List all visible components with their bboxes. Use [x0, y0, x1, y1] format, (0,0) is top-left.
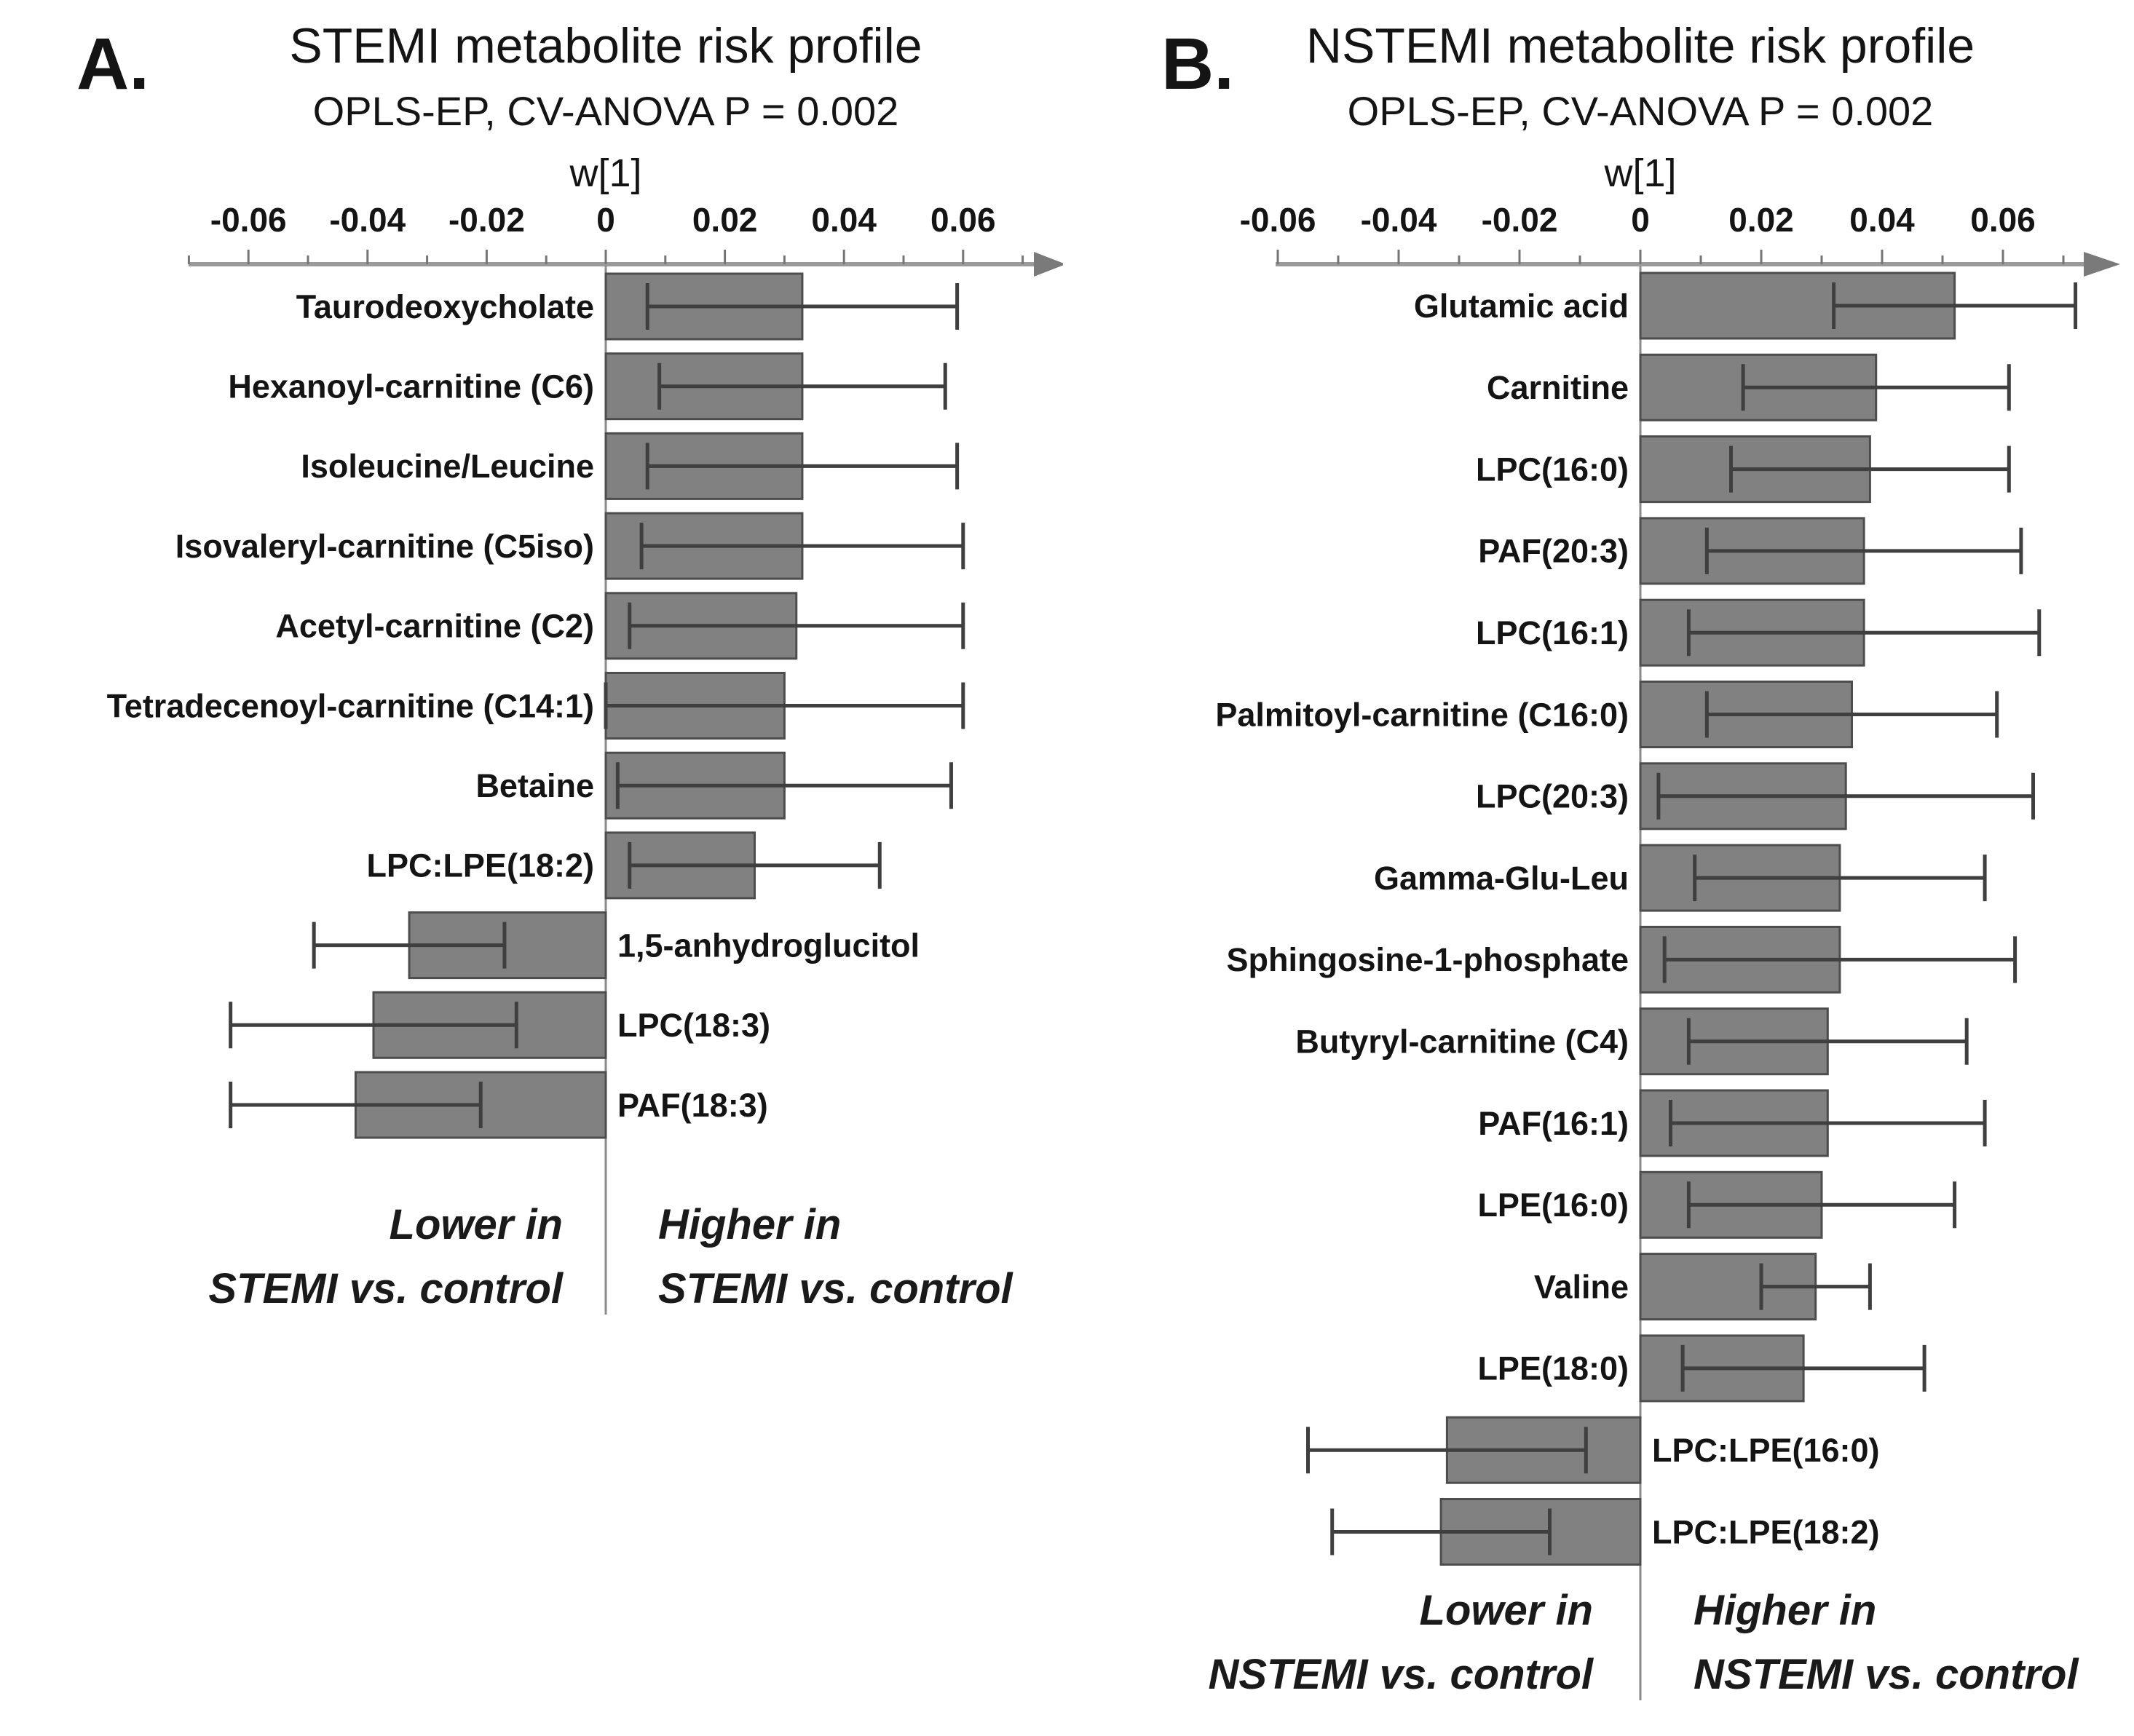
panel-b-lower-annotation-line2: NSTEMI vs. control	[1208, 1651, 1594, 1698]
tick-label: 0.02	[1728, 201, 1794, 239]
tick-label: 0.04	[811, 201, 877, 239]
tick-label: -0.04	[329, 201, 406, 239]
panel-b-subtitle: OPLS-EP, CV-ANOVA P = 0.002	[1348, 88, 1934, 134]
metabolite-label: PAF(16:1)	[1478, 1105, 1629, 1142]
panel-a-lower-annotation-line2: STEMI vs. control	[208, 1265, 564, 1312]
panel-a-lower-annotation-line1: Lower in	[390, 1201, 563, 1248]
metabolite-label: Isovaleryl-carnitine (C5iso)	[175, 528, 594, 565]
tick-label: -0.06	[210, 201, 287, 239]
panel-a-label: A.	[76, 23, 149, 105]
tick-label: 0.04	[1849, 201, 1915, 239]
tick-label: -0.06	[1240, 201, 1316, 239]
metabolite-label: Carnitine	[1487, 369, 1629, 406]
panel-b-higher-annotation-line2: NSTEMI vs. control	[1694, 1651, 2079, 1698]
axis-arrow	[2084, 252, 2120, 277]
panel-a-plot: Taurodeoxycholate Hexanoyl-carnitine (C6)…	[107, 201, 1063, 1315]
panel-a-title: STEMI metabolite risk profile	[289, 18, 922, 74]
panel-b-label: B.	[1161, 23, 1234, 105]
tick-label: 0.06	[930, 201, 996, 239]
panel-a-axis-label: w[1]	[569, 151, 641, 195]
metabolite-label: Isoleucine/Leucine	[301, 448, 594, 485]
tick-label: -0.02	[1482, 201, 1558, 239]
panel-a-annotations: Lower in STEMI vs. control Higher in STE…	[208, 1201, 1013, 1312]
tick-label: 0	[596, 201, 615, 239]
tick-label: -0.02	[448, 201, 525, 239]
metabolite-label: Hexanoyl-carnitine (C6)	[228, 368, 594, 405]
metabolite-label: Acetyl-carnitine (C2)	[275, 608, 594, 645]
metabolite-label: Taurodeoxycholate	[296, 288, 594, 325]
panel-b-lower-annotation-line1: Lower in	[1420, 1587, 1593, 1634]
metabolite-label: LPE(18:0)	[1477, 1350, 1629, 1387]
panel-b-annotations: Lower in NSTEMI vs. control Higher in NS…	[1208, 1587, 2079, 1698]
metabolite-label: Valine	[1534, 1268, 1629, 1305]
metabolite-label: Glutamic acid	[1414, 288, 1629, 325]
metabolite-label: Palmitoyl-carnitine (C16:0)	[1215, 696, 1629, 733]
metabolite-label: LPE(16:0)	[1477, 1186, 1629, 1224]
panel-b-higher-annotation-line1: Higher in	[1694, 1587, 1876, 1634]
metabolite-label: LPC(20:3)	[1476, 778, 1629, 815]
tick-label: -0.04	[1361, 201, 1437, 239]
panel-b-plot: Glutamic acid Carnitine LPC(16:0) PAF(20:3)…	[1215, 201, 2120, 1700]
metabolite-label: Sphingosine-1-phosphate	[1226, 941, 1629, 978]
metabolite-label: Betaine	[475, 767, 594, 804]
metabolite-label: PAF(18:3)	[617, 1087, 768, 1124]
panel-a-higher-annotation-line1: Higher in	[658, 1201, 841, 1248]
metabolite-label: Tetradecenoyl-carnitine (C14:1)	[107, 687, 594, 724]
metabolite-label: 1,5-anhydroglucitol	[617, 927, 920, 964]
metabolite-label: LPC:LPE(18:2)	[366, 847, 594, 884]
metabolite-label: Gamma-Glu-Leu	[1374, 860, 1629, 897]
panel-b-chart: B. NSTEMI metabolite risk profile OPLS-E…	[1161, 18, 2120, 1700]
panel-b-title: NSTEMI metabolite risk profile	[1306, 18, 1975, 74]
panel-a-subtitle: OPLS-EP, CV-ANOVA P = 0.002	[313, 88, 899, 134]
metabolite-label: Butyryl-carnitine (C4)	[1295, 1023, 1629, 1060]
panel-b-axis-label: w[1]	[1603, 151, 1676, 195]
metabolite-label: LPC:LPE(18:2)	[1652, 1513, 1880, 1550]
panel-a-chart: A. STEMI metabolite risk profile OPLS-EP…	[76, 18, 1063, 1315]
metabolite-label: PAF(20:3)	[1478, 533, 1629, 570]
tick-label: 0.02	[692, 201, 758, 239]
axis-arrow	[1034, 252, 1063, 277]
metabolite-label: LPC(18:3)	[617, 1007, 770, 1044]
metabolite-label: LPC:LPE(16:0)	[1652, 1432, 1880, 1469]
metabolite-label: LPC(16:0)	[1476, 451, 1629, 488]
tick-label: 0.06	[1970, 201, 2036, 239]
metabolite-label: LPC(16:1)	[1476, 614, 1629, 651]
panel-a-higher-annotation-line2: STEMI vs. control	[658, 1265, 1014, 1312]
tick-label: 0	[1631, 201, 1650, 239]
